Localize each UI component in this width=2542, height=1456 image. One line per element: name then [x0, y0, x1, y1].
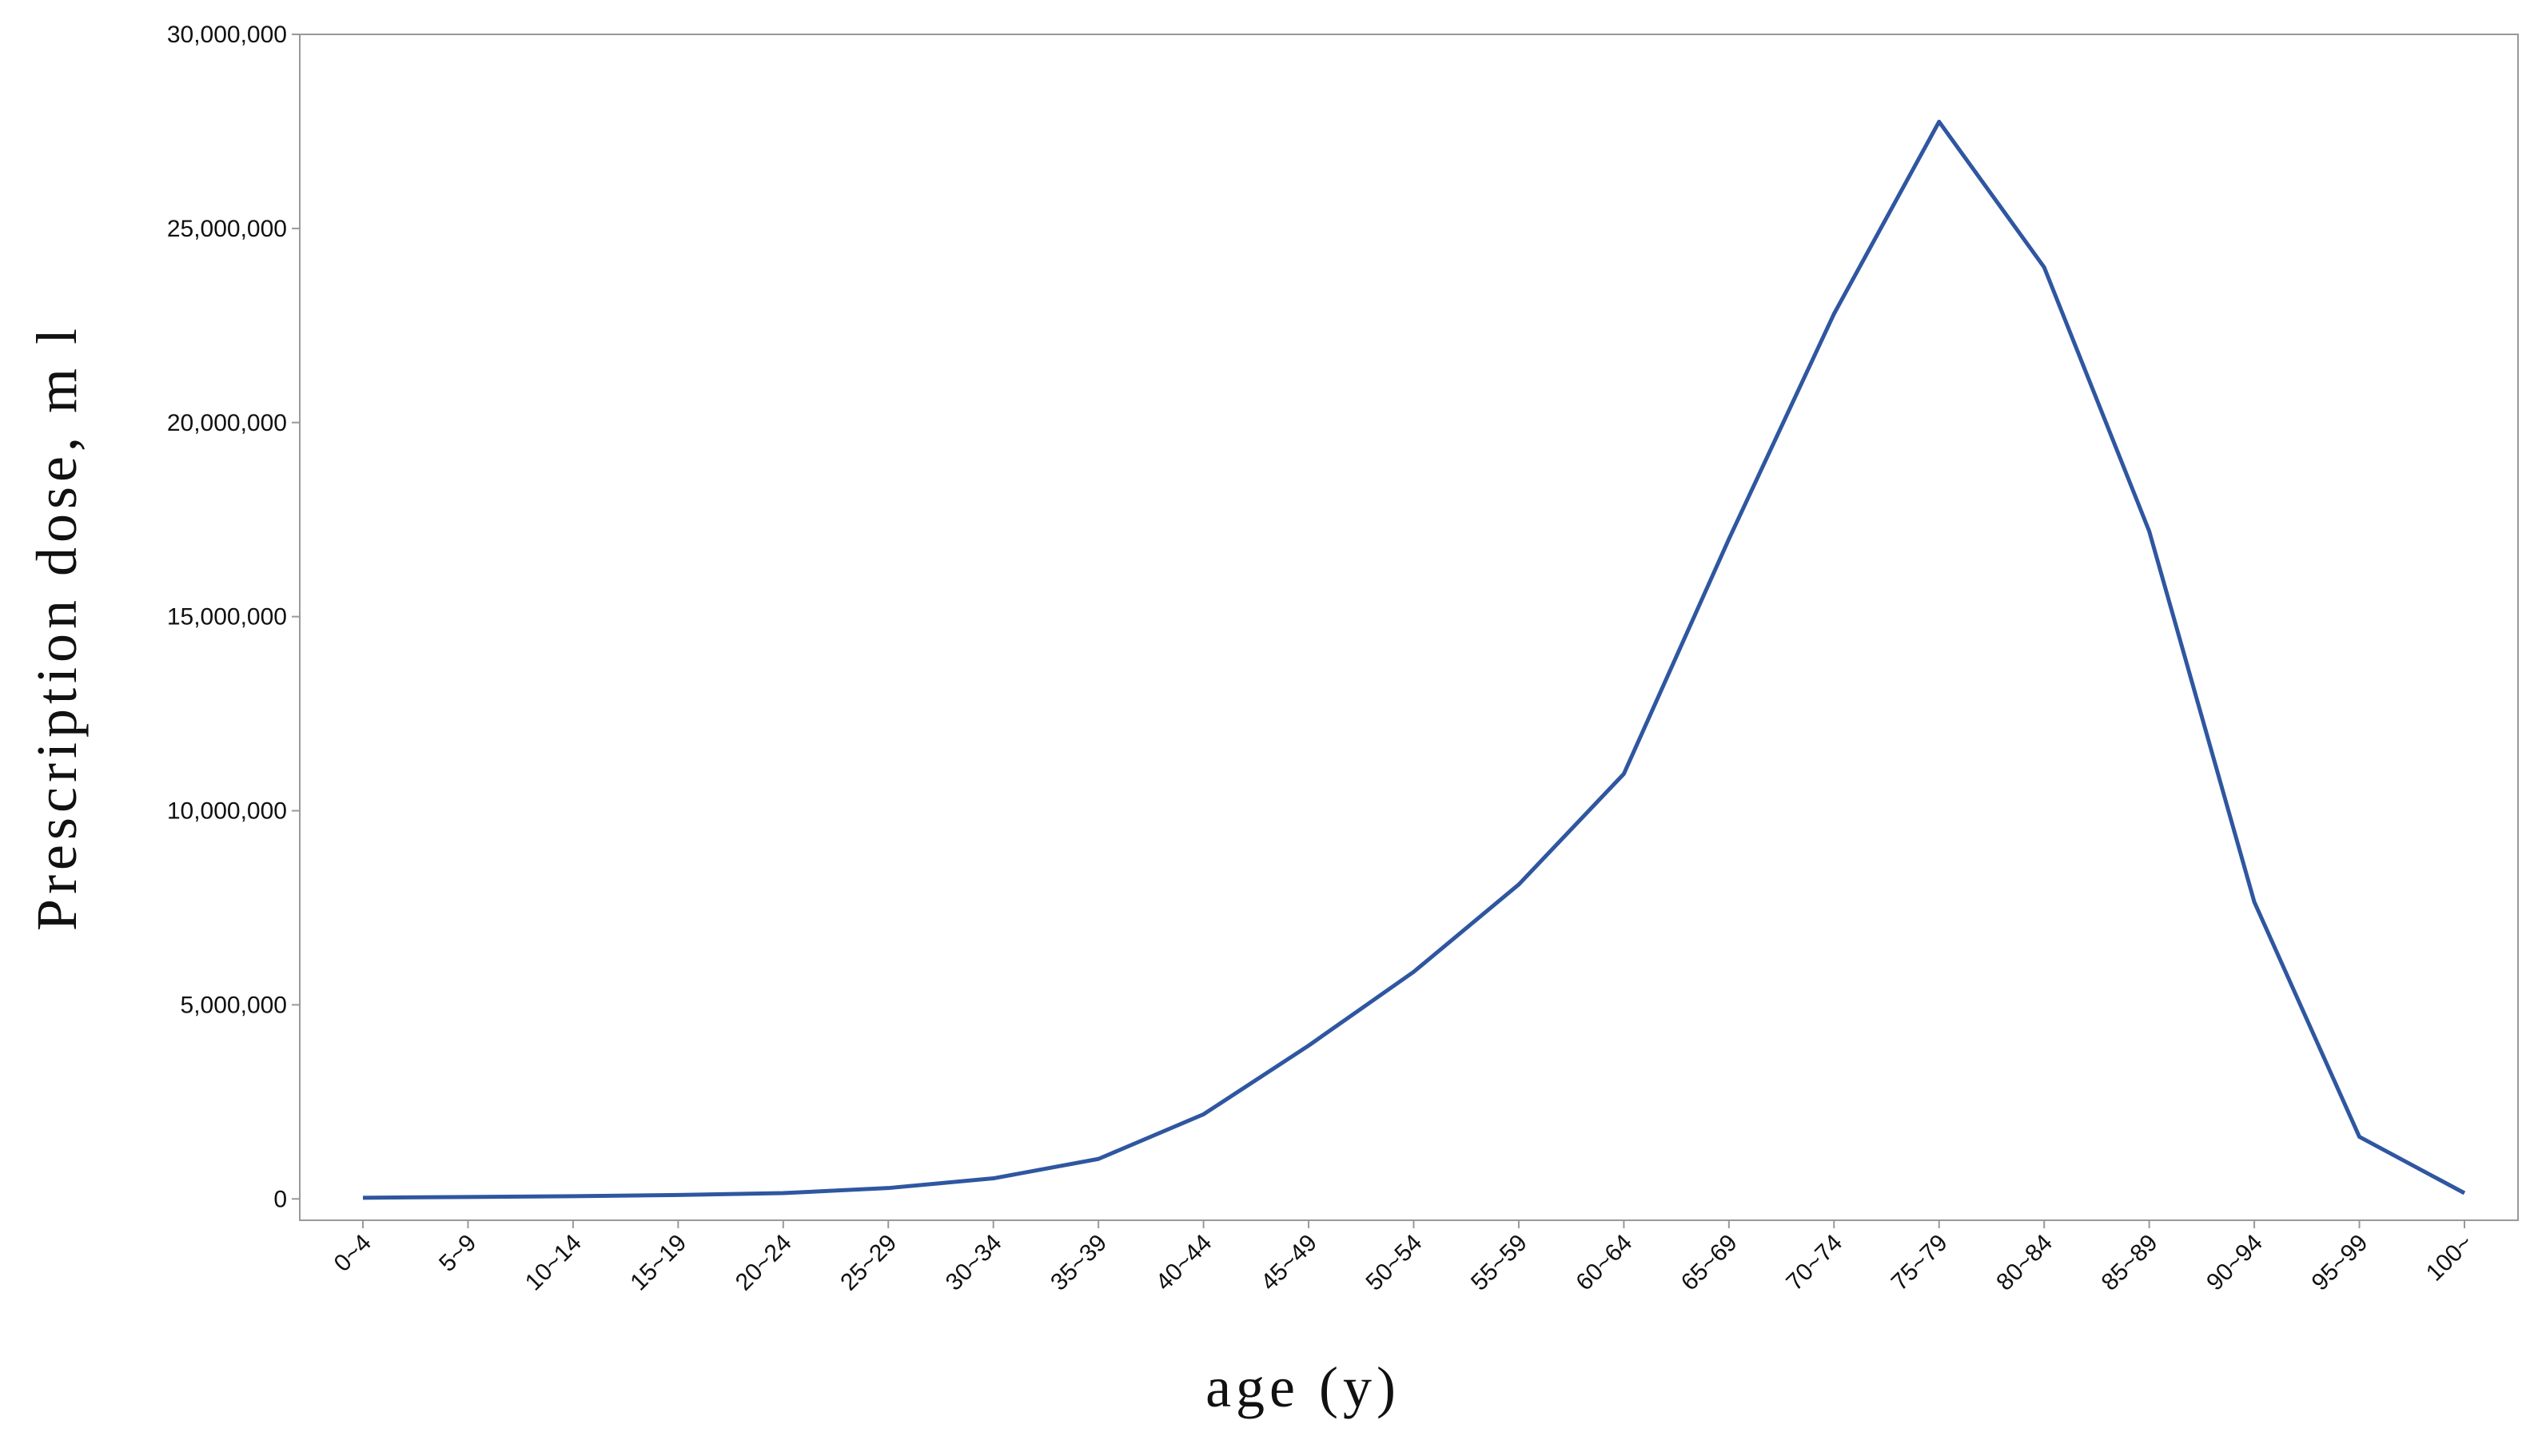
y-tick-label: 25,000,000 — [167, 216, 287, 242]
x-tick-label: 0~4 — [329, 1230, 377, 1277]
x-tick-label: 40~44 — [1151, 1230, 1217, 1296]
x-tick-label: 15~19 — [625, 1230, 691, 1296]
y-tick-label: 10,000,000 — [167, 798, 287, 825]
x-tick-label: 10~14 — [520, 1230, 587, 1296]
y-tick-label: 0 — [273, 1186, 287, 1212]
x-tick-label: 20~24 — [731, 1230, 797, 1296]
y-tick-label: 15,000,000 — [167, 604, 287, 631]
x-tick-label: 60~64 — [1571, 1230, 1637, 1296]
plot-frame — [299, 34, 2519, 1221]
x-tick-label: 90~94 — [2201, 1230, 2268, 1296]
x-tick-label: 85~89 — [2097, 1230, 2163, 1296]
y-axis-title: Prescription dose, m l — [25, 324, 89, 931]
y-tick-label: 5,000,000 — [181, 992, 287, 1018]
line-series — [362, 119, 2466, 1200]
x-tick-label: 25~29 — [835, 1230, 902, 1296]
x-tick-label: 95~99 — [2307, 1230, 2373, 1296]
x-tick-label: 65~69 — [1676, 1230, 1743, 1296]
x-tick-label: 70~74 — [1781, 1230, 1847, 1296]
x-tick-label: 100~ — [2421, 1230, 2478, 1287]
y-tick-label: 30,000,000 — [167, 22, 287, 48]
x-tick-label: 55~59 — [1466, 1230, 1532, 1296]
x-tick-label: 75~79 — [1887, 1230, 1953, 1296]
x-tick-label: 45~49 — [1256, 1230, 1322, 1296]
x-axis-title: age (y) — [1205, 1355, 1400, 1419]
x-tick-label: 5~9 — [434, 1230, 481, 1277]
x-tick-label: 50~54 — [1361, 1230, 1428, 1296]
x-tick-label: 35~39 — [1046, 1230, 1112, 1296]
x-tick-label: 30~34 — [941, 1230, 1007, 1296]
x-tick-label: 80~84 — [1991, 1230, 2058, 1296]
y-tick-label: 20,000,000 — [167, 410, 287, 436]
